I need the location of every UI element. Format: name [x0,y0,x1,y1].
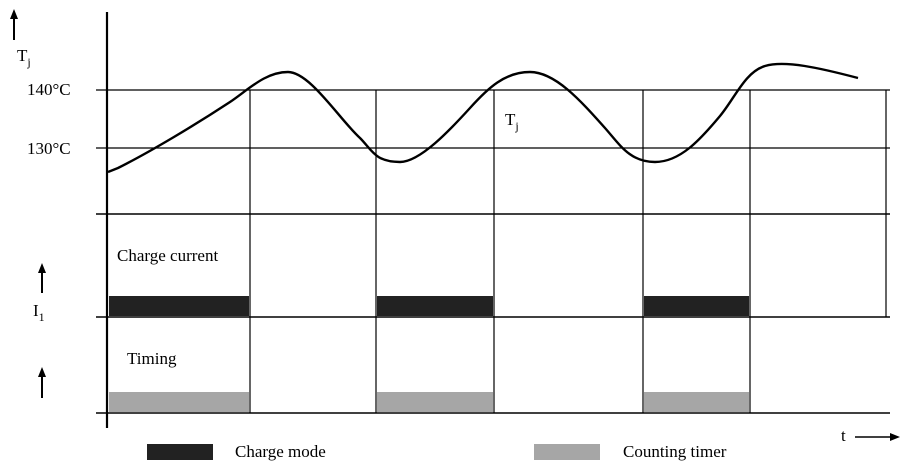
current-axis-symbol: I [33,301,39,320]
tick-label-130: 130°C [27,139,71,158]
time-axis-label: t [841,426,846,445]
junction-temperature-curve [107,62,859,174]
charge-current-pulse [644,296,749,316]
curve-subscript: j [515,119,519,133]
temperature-axis-arrow [10,9,18,40]
timing-label: Timing [127,349,177,368]
temperature-axis-label: Tj [17,46,31,68]
event-lines [249,90,887,413]
current-axis-arrow [38,263,46,293]
current-axis-label: I1 [33,301,45,323]
timing-pulses [109,392,749,412]
charge-current-pulse [109,296,249,316]
charge-current-pulse [377,296,493,316]
current-axis-subscript: 1 [38,310,45,324]
legend-swatch-charge-mode [147,444,213,460]
legend-swatch-counting-timer [534,444,600,460]
curve-symbol: T [505,110,516,129]
tick-label-140: 140°C [27,80,71,99]
timing-pulse [109,392,249,412]
timing-axis-arrow [38,367,46,398]
charge-current-label: Charge current [117,246,219,265]
temperature-axis-symbol: T [17,46,28,65]
timing-pulse [377,392,493,412]
legend-label-charge-mode: Charge mode [235,442,326,461]
timing-pulse [644,392,749,412]
legend-label-counting-timer: Counting timer [623,442,727,461]
curve-label: Tj [505,110,519,132]
time-axis-arrow [855,433,900,441]
temperature-axis-subscript: j [27,55,31,69]
charge-current-pulses [109,296,749,316]
